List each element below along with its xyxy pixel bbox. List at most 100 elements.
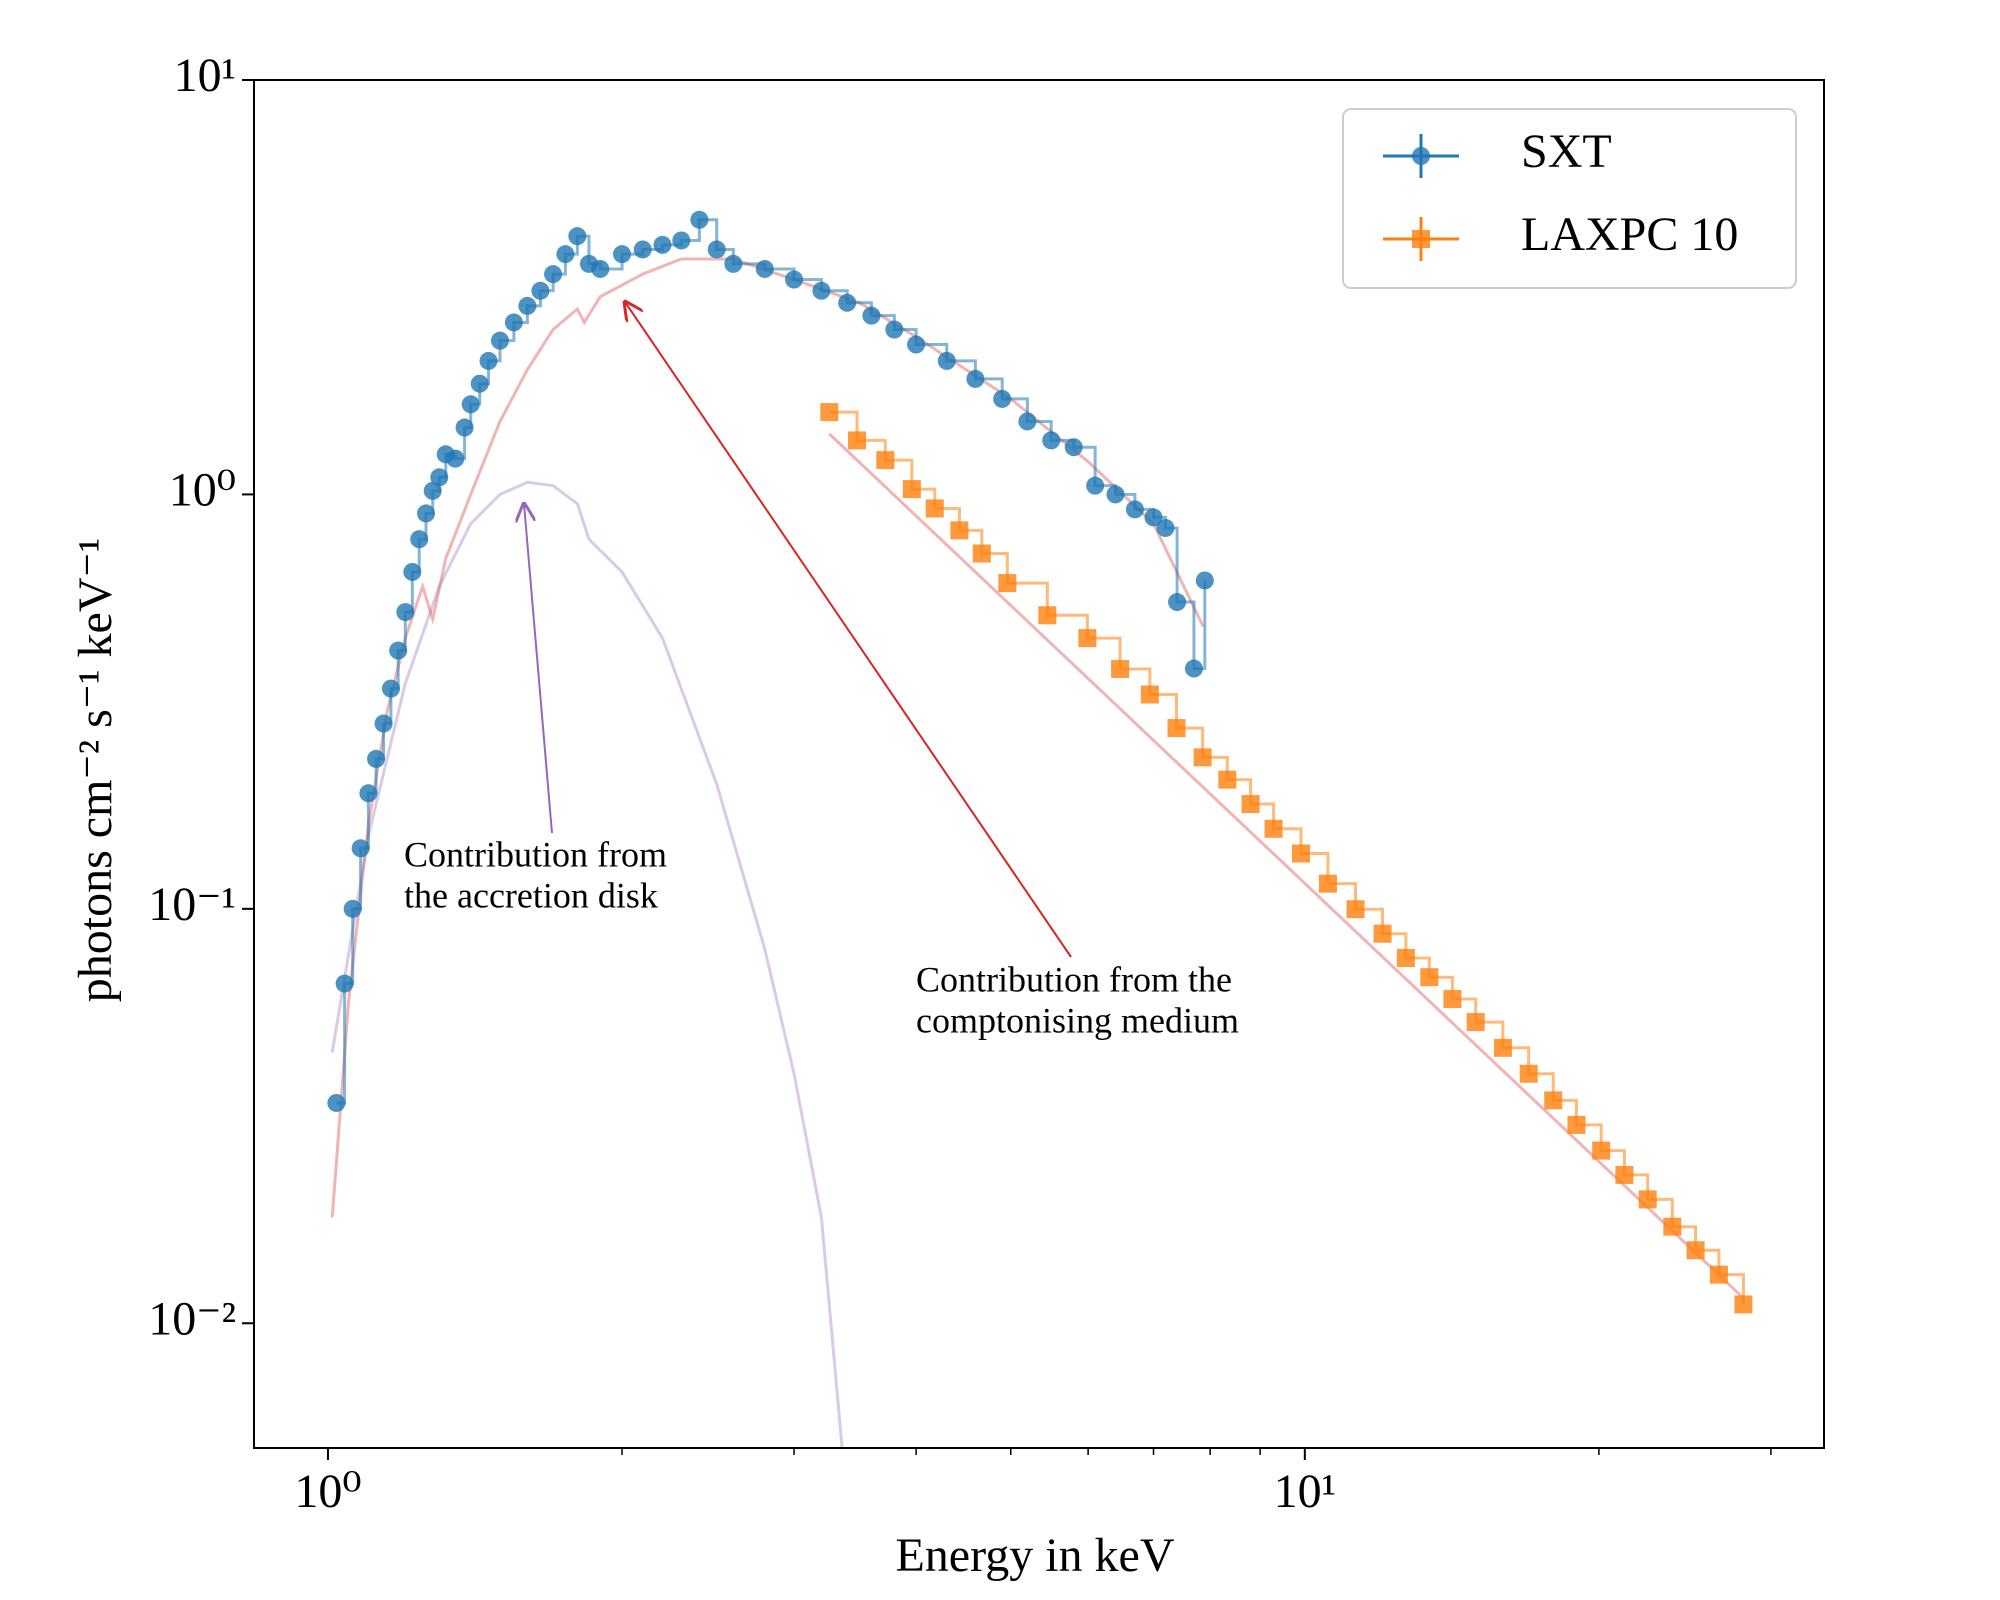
legend-marker [1412,147,1430,165]
data-point [1396,948,1415,967]
data-point [1373,924,1392,943]
data-point [1420,968,1439,987]
data-point [1018,412,1037,431]
annotation-text: Contribution from [404,834,667,874]
data-point [1042,431,1061,450]
data-point [707,240,726,259]
data-point [410,530,429,549]
data-point [490,331,509,350]
data-point [1144,508,1163,527]
x-axis-label: Energy in keV [895,1529,1174,1582]
data-point [862,306,881,325]
data-point [374,714,393,733]
data-point [925,499,944,518]
plot-area [327,210,1753,1448]
data-point [1195,571,1214,590]
data-point [1264,819,1283,838]
data-point [848,431,867,450]
data-point [950,521,969,540]
data-point [907,335,926,354]
data-point [389,641,408,660]
data-point [1167,719,1186,738]
data-point [1346,900,1365,919]
data-point [972,544,991,563]
y-tick-label: 10⁻² [148,1292,236,1345]
data-point [653,235,672,254]
data-point [504,313,523,332]
data-point [785,270,804,289]
data-point [1493,1038,1512,1057]
data-point [479,351,498,370]
data-point [381,679,400,698]
data-point [1140,685,1159,704]
data-point [518,296,537,315]
data-point [1086,476,1105,495]
data-point [1064,438,1083,457]
data-point [327,1093,346,1112]
data-point [1615,1165,1634,1184]
legend-box [1342,108,1797,289]
data-point [1218,770,1237,789]
data-point [1318,874,1337,893]
data-point [544,265,563,284]
data-point [359,784,378,803]
data-point [937,351,956,370]
data-point [1544,1091,1563,1110]
data-point [1709,1265,1728,1284]
x-tick-label: 10⁰ [294,1465,361,1518]
data-point [724,254,743,273]
data-point [1663,1217,1682,1236]
data-point [1638,1190,1657,1209]
data-point [470,374,489,393]
y-tick-label: 10¹ [174,49,236,102]
data-point [1291,844,1310,863]
data-point [1466,1013,1485,1032]
data-point [367,749,386,768]
data-point [1567,1115,1586,1134]
data-point [1519,1064,1538,1083]
legend-marker [1412,230,1430,248]
data-point [1241,795,1260,814]
data-point [633,240,652,259]
data-point [556,245,575,264]
annotation-arrow [524,504,553,834]
data-point [423,481,442,500]
data-point [461,395,480,414]
data-point [1686,1241,1705,1260]
data-point [1111,660,1130,679]
data-point [993,389,1012,408]
data-point [876,451,895,470]
y-tick-label: 10⁻¹ [148,878,236,931]
data-point [1193,748,1212,767]
data-point [1443,989,1462,1008]
data-point [885,320,904,339]
data-point [998,574,1017,593]
annotation-text: the accretion disk [404,875,658,915]
data-point [1078,629,1097,648]
data-point [417,504,436,523]
data-point [1184,659,1203,678]
data-point [820,403,839,422]
y-tick-label: 10⁰ [169,463,236,516]
legend-label: LAXPC 10 [1521,208,1738,261]
data-point [672,231,691,250]
data-point [568,227,587,246]
data-point [591,259,610,278]
data-point [396,603,415,622]
annotation-text: comptonising medium [916,1000,1239,1040]
data-point [838,293,857,312]
data-point [455,418,474,437]
data-point [403,562,422,581]
data-point [351,839,370,858]
data-point [1734,1295,1753,1314]
data-point [1106,485,1125,504]
annotation-arrow [625,302,1072,958]
data-point [812,281,831,300]
data-point [1592,1141,1611,1160]
data-point [446,449,465,468]
data-point [531,281,550,300]
x-tick-label: 10¹ [1274,1465,1336,1518]
data-point [613,245,632,264]
data-point [755,259,774,278]
